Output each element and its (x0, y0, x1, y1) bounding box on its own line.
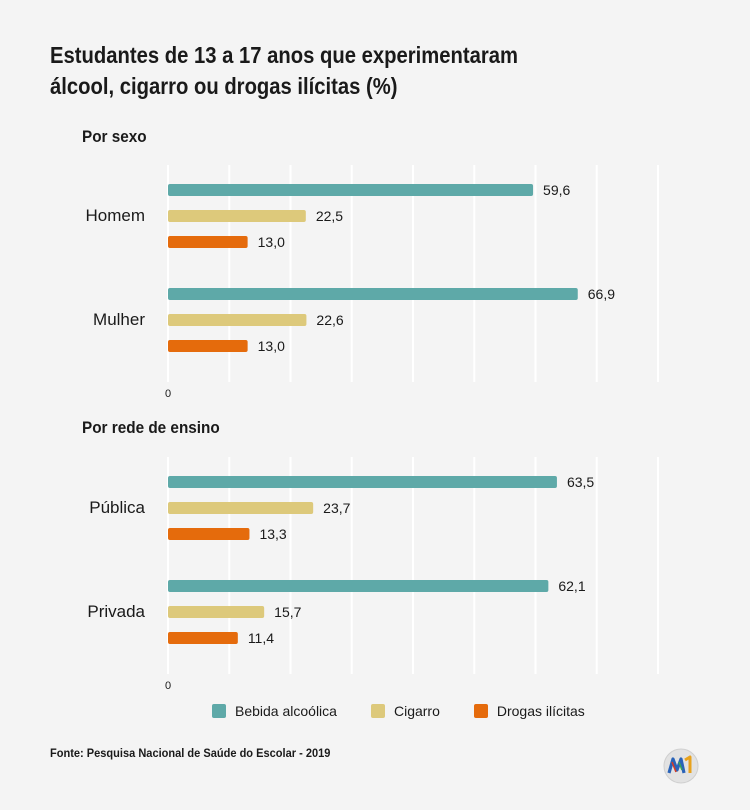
data-label-drogas: 11,4 (248, 630, 274, 646)
data-label-bebida: 63,5 (567, 474, 594, 490)
section-title-por-rede: Por rede de ensino (82, 418, 220, 437)
chart-title: Estudantes de 13 a 17 anos que experimen… (50, 40, 613, 102)
x-tick-label: 0 (165, 680, 171, 692)
category-label: Homem (85, 206, 145, 225)
bar-drogas (168, 236, 248, 248)
x-tick-label: 0 (165, 388, 171, 400)
legend-swatch-bebida (212, 704, 226, 718)
bar-drogas (168, 340, 248, 352)
legend-swatch-drogas (473, 704, 488, 718)
legend-item-bebida: Bebida alcoólica (212, 703, 337, 719)
legend-label-bebida: Bebida alcoólica (235, 703, 337, 719)
bar-bebida (168, 580, 549, 592)
data-label-bebida: 59,6 (543, 182, 570, 198)
data-label-bebida: 66,9 (588, 286, 615, 302)
bar-cigarro (168, 210, 306, 222)
data-label-drogas: 13,0 (258, 234, 285, 250)
data-label-drogas: 13,0 (258, 338, 285, 354)
chart-por-rede-de-ensino: Pública 63,5 23,7 13,3 Privada 62,1 15,711,4 0 (87, 457, 659, 692)
bar-drogas (168, 632, 238, 644)
chart-title-line-2: álcool, cigarro ou drogas ilícitas (%) (50, 73, 398, 99)
section-title-por-sexo: Por sexo (82, 127, 147, 146)
chart-por-sexo: Homem 59,6 22,5 13,0 Mulher 66,9 22,6 13,0 0 (85, 165, 659, 400)
category-label: Pública (89, 498, 145, 517)
bar-cigarro (168, 606, 265, 618)
data-label-cigarro: 22,5 (316, 208, 343, 224)
source-note: Fonte: Pesquisa Nacional de Saúde do Esc… (50, 746, 331, 760)
legend-swatch-cigarro (370, 704, 385, 718)
data-label-bebida: 62,1 (558, 578, 585, 594)
logo-icon (663, 748, 699, 784)
legend-label-cigarro: Cigarro (393, 703, 440, 719)
legend-item-drogas: Drogas ilícitas (473, 703, 585, 719)
legend-item-cigarro: Cigarro (370, 703, 440, 719)
data-label-cigarro: 15,7 (274, 604, 301, 620)
bar-bebida (168, 476, 557, 488)
chart-title-line-1: Estudantes de 13 a 17 anos que experimen… (50, 42, 518, 68)
category-label: Privada (87, 602, 145, 621)
legend-label-drogas: Drogas ilícitas (496, 703, 585, 719)
bar-bebida (168, 184, 534, 196)
data-label-drogas: 13,3 (259, 526, 286, 542)
bar-drogas (168, 528, 250, 540)
bar-cigarro (168, 502, 314, 514)
data-label-cigarro: 23,7 (323, 500, 350, 516)
bar-bebida (168, 288, 578, 300)
category-label: Mulher (93, 310, 145, 329)
bar-cigarro (168, 314, 307, 326)
data-label-cigarro: 22,6 (316, 312, 343, 328)
legend: Bebida alcoólica Cigarro Drogas ilícitas (212, 703, 585, 719)
